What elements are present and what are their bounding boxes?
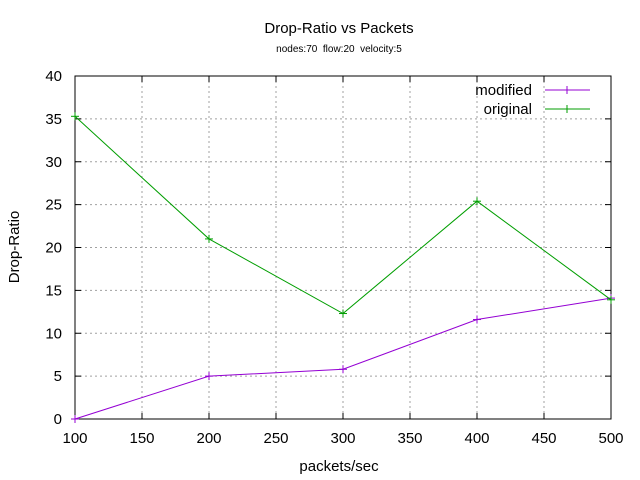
x-tick-label: 200 [196,430,221,447]
legend-label: modified [475,82,532,99]
series-original [71,112,615,318]
chart-title: Drop-Ratio vs Packets [264,20,413,37]
y-tick-label: 35 [45,111,62,128]
data-point-modified [473,315,481,324]
data-point-modified [71,415,79,423]
x-tick-label: 450 [531,430,556,447]
x-tick-label: 100 [62,430,87,447]
x-tick-label: 250 [263,430,288,447]
legend-item-original: original [484,101,590,118]
y-tick-label: 15 [45,282,62,299]
chart-subtitle: nodes:70 flow:20 velocity:5 [276,44,402,55]
data-point-original [205,234,213,243]
y-tick-label: 25 [45,197,62,214]
x-tick-label: 150 [129,430,154,447]
y-tick-label: 40 [45,68,62,85]
x-tick-label: 400 [464,430,489,447]
y-tick-label: 10 [45,325,62,342]
x-tick-label: 500 [598,430,623,447]
legend-item-modified: modified [475,82,590,99]
y-axis-label: Drop-Ratio [6,211,23,284]
data-point-original [473,197,481,206]
x-tick-labels: 100 150 200 250 300 350 400 450 500 [62,430,623,447]
axis-ticks [74,75,612,420]
series [71,112,615,423]
y-tick-label: 30 [45,154,62,171]
data-point-original [339,309,347,318]
legend: modified original [475,82,590,118]
x-tick-label: 300 [330,430,355,447]
y-tick-label: 20 [45,240,62,257]
data-point-modified [339,365,347,374]
y-tick-label: 5 [54,368,62,385]
data-point-modified [205,372,213,381]
data-point-original [71,112,79,121]
y-tick-labels: 0 5 10 15 20 25 30 35 40 [45,68,62,428]
x-tick-label: 350 [397,430,422,447]
legend-label: original [484,101,532,118]
data-point-original [607,295,615,304]
x-axis-label: packets/sec [299,458,379,475]
grid [75,76,611,419]
y-tick-label: 0 [54,411,62,428]
